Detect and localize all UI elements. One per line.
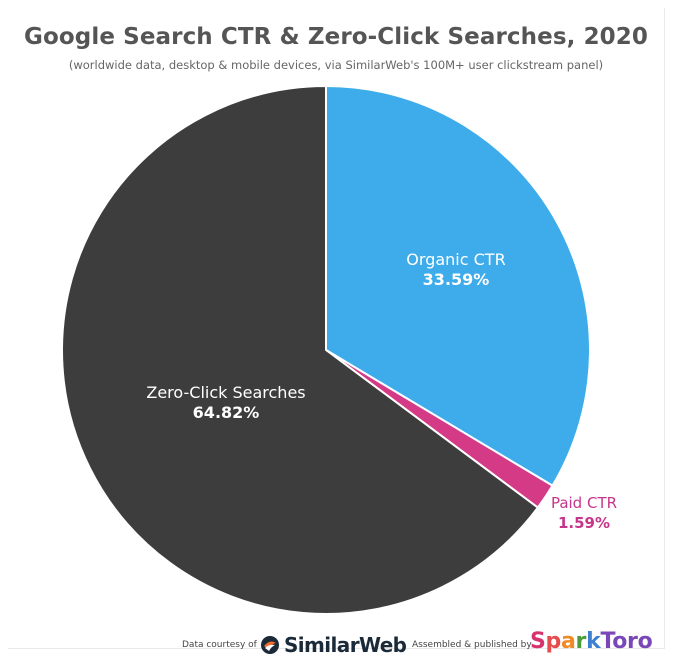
slice-label: Zero-Click Searches	[146, 383, 305, 402]
pie-slice-zero-click-searches	[61, 85, 539, 615]
slice-label: Organic CTR	[406, 250, 505, 269]
similarweb-logo: SimilarWeb	[260, 631, 410, 659]
data-credit-text: Data courtesy of	[182, 640, 257, 650]
sparktoro-logo: SparkToro	[530, 629, 653, 654]
slice-value-label: 1.59%	[558, 514, 610, 532]
similarweb-icon	[261, 636, 279, 654]
slice-value-label: 64.82%	[193, 403, 260, 422]
slice-value-label: 33.59%	[423, 270, 490, 289]
chart-card: Google Search CTR & Zero-Click Searches,…	[8, 8, 665, 657]
pie-slices	[61, 85, 591, 615]
publish-credit-text: Assembled & published by	[412, 640, 532, 650]
similarweb-wordmark: SimilarWeb	[284, 633, 407, 657]
pie-slice-organic-ctr	[325, 85, 591, 487]
chart-subtitle: (worldwide data, desktop & mobile device…	[68, 58, 604, 72]
chart-title: Google Search CTR & Zero-Click Searches,…	[24, 24, 648, 50]
slice-label: Paid CTR	[551, 494, 617, 512]
